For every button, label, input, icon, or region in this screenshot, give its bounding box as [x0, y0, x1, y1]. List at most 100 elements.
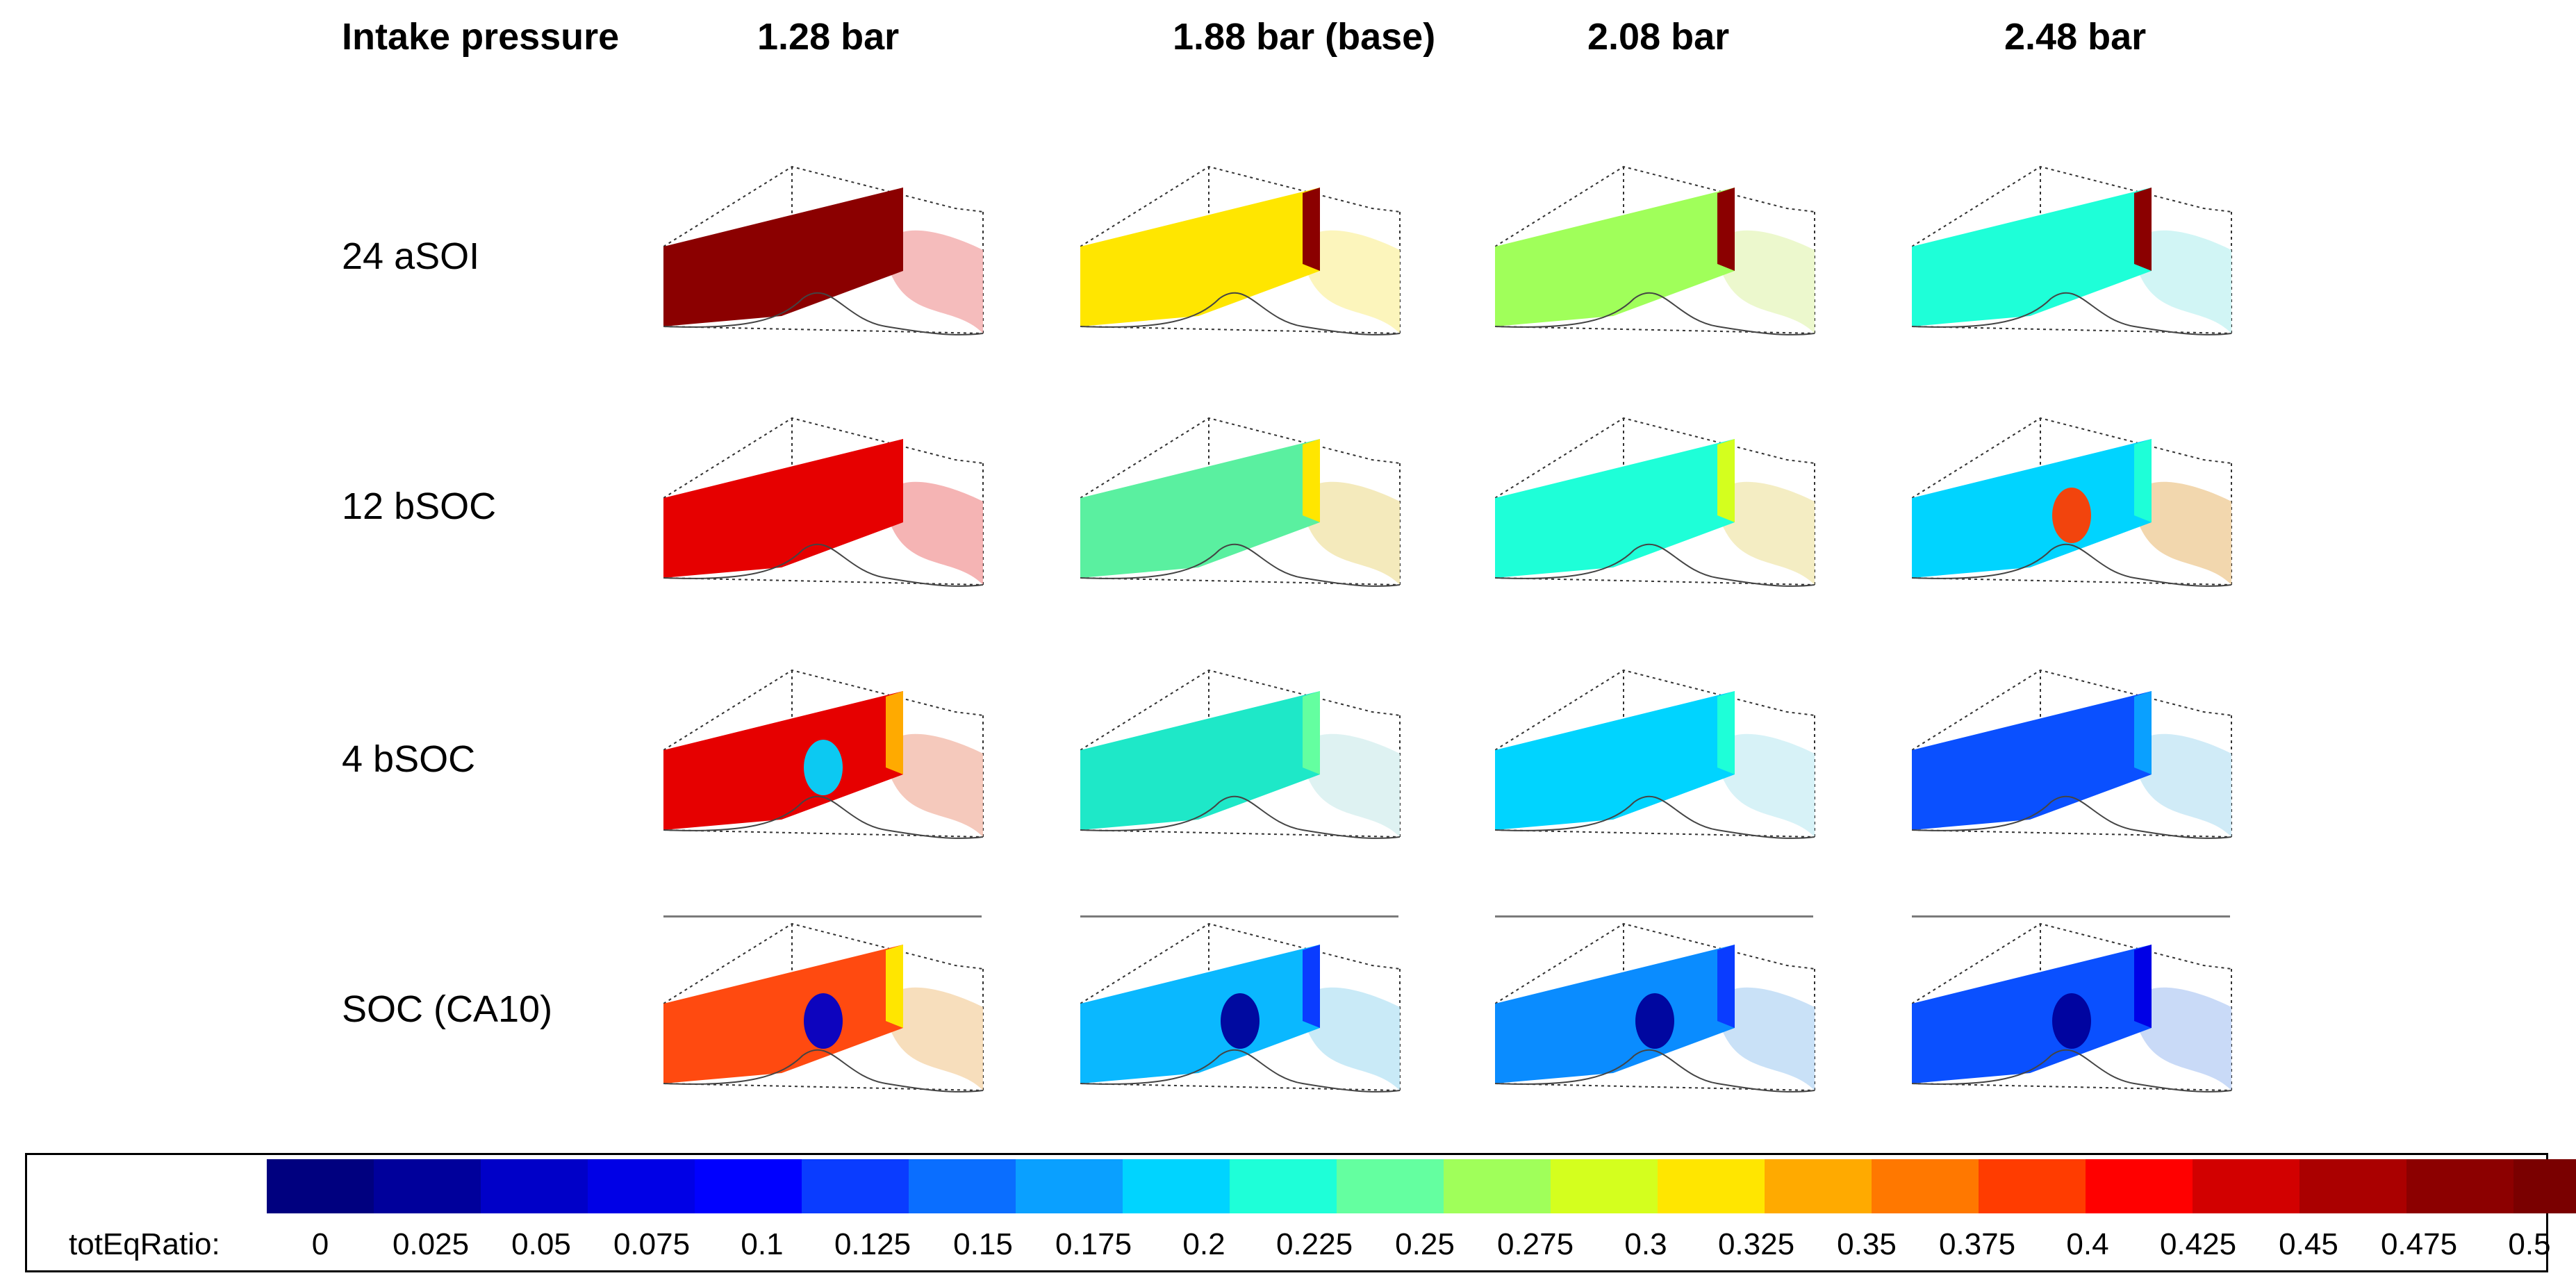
colorbar-swatch	[2300, 1159, 2406, 1213]
equivalence-ratio-slab	[1912, 439, 2152, 578]
column-header-1.28-bar: 1.28 bar	[757, 16, 900, 58]
row-axis-title: Intake pressure	[342, 16, 620, 58]
equivalence-ratio-slab	[663, 945, 903, 1083]
colorbar-swatch	[1337, 1159, 1444, 1213]
colorbar	[267, 1159, 2576, 1213]
injector-edge-region	[1717, 188, 1735, 271]
separator-line	[1912, 915, 2230, 917]
colorbar-tick-label: 0.2	[1182, 1227, 1225, 1261]
injector-edge-region	[1717, 439, 1735, 522]
contour-cell	[663, 417, 984, 587]
colorbar-swatch	[1551, 1159, 1658, 1213]
contour-cell	[1080, 669, 1401, 839]
colorbar-tick-label: 0.3	[1624, 1227, 1667, 1261]
colorbar-swatch	[909, 1159, 1016, 1213]
separator-line	[1080, 915, 1398, 917]
equivalence-ratio-slab	[1495, 945, 1735, 1083]
colorbar-swatch	[374, 1159, 481, 1213]
colorbar-swatch	[1658, 1159, 1765, 1213]
equivalence-ratio-slab	[1912, 188, 2152, 326]
column-header-2.48-bar: 2.48 bar	[2004, 16, 2147, 58]
row-label-12-bsoc: 12 bSOC	[342, 485, 497, 527]
equivalence-ratio-slab	[663, 439, 903, 578]
piston-bowl-profile	[1912, 1049, 2232, 1093]
column-header-2.08-bar: 2.08 bar	[1587, 16, 1730, 58]
piston-bowl-profile	[1912, 292, 2232, 335]
colorbar-swatch	[1230, 1159, 1337, 1213]
contour-cell	[1080, 922, 1401, 1093]
colorbar-tick-label: 0.35	[1837, 1227, 1897, 1261]
piston-bowl-profile	[1495, 795, 1815, 839]
equivalence-ratio-slab	[1080, 188, 1320, 326]
colorbar-tick-label: 0	[311, 1227, 329, 1261]
contour-cell	[1080, 417, 1401, 587]
piston-bowl-profile	[1495, 543, 1815, 587]
piston-bowl-profile	[1495, 1049, 1815, 1093]
colorbar-tick-label: 0.025	[392, 1227, 470, 1261]
colorbar-variable-name: totEqRatio:	[69, 1227, 220, 1261]
contour-cell	[1912, 669, 2232, 839]
equivalence-ratio-slab	[1080, 691, 1320, 830]
colorbar-swatch	[2086, 1159, 2193, 1213]
contour-cell	[1495, 417, 1815, 587]
piston-bowl-profile	[1080, 543, 1401, 587]
colorbar-swatch	[1123, 1159, 1230, 1213]
ignition-kernel	[2052, 488, 2091, 543]
injector-edge-region	[2134, 691, 2152, 774]
colorbar-swatch	[481, 1159, 588, 1213]
colorbar-swatch	[802, 1159, 909, 1213]
colorbar-tick-label: 0.125	[834, 1227, 911, 1261]
colorbar-legend: totEqRatio: 0 0.025 0.05 0.075 0.1 0.125 0.15 0…	[25, 1153, 2576, 1272]
piston-bowl-profile	[1912, 795, 2232, 839]
colorbar-tick-label: 0.25	[1395, 1227, 1455, 1261]
equivalence-ratio-slab	[1495, 691, 1735, 830]
colorbar-tick-label: 0.1	[741, 1227, 784, 1261]
contour-cell	[1495, 922, 1815, 1093]
colorbar-swatch	[1979, 1159, 2086, 1213]
equivalence-ratio-slab	[1912, 691, 2152, 830]
injector-edge-region	[886, 691, 903, 774]
colorbar-swatch	[588, 1159, 695, 1213]
colorbar-tick-label: 0.15	[953, 1227, 1013, 1261]
injector-edge-region	[886, 188, 903, 271]
equivalence-ratio-slab	[1912, 945, 2152, 1083]
row-label-soc-ca10: SOC (CA10)	[342, 988, 553, 1030]
colorbar-swatch	[1872, 1159, 1979, 1213]
colorbar-swatch	[1444, 1159, 1551, 1213]
ignition-kernel	[2052, 993, 2091, 1049]
piston-bowl-profile	[663, 543, 984, 587]
column-header-1.88-bar-base: 1.88 bar (base)	[1173, 16, 1436, 58]
colorbar-tick-label: 0.05	[511, 1227, 571, 1261]
contour-cell	[1495, 669, 1815, 839]
colorbar-swatch	[1016, 1159, 1123, 1213]
piston-bowl-profile	[1080, 292, 1401, 335]
colorbar-swatch	[1765, 1159, 1872, 1213]
piston-bowl-profile	[1495, 292, 1815, 335]
contour-cell	[1912, 922, 2232, 1093]
ignition-kernel	[804, 740, 843, 795]
injector-edge-region	[1717, 691, 1735, 774]
colorbar-tick-label: 0.325	[1717, 1227, 1795, 1261]
injector-edge-region	[1303, 439, 1320, 522]
separator-line	[663, 915, 982, 917]
colorbar-tick-label: 0.475	[2380, 1227, 2458, 1261]
equivalence-ratio-slab	[1080, 439, 1320, 578]
colorbar-swatch	[695, 1159, 802, 1213]
piston-bowl-profile	[1080, 795, 1401, 839]
injector-edge-region	[886, 945, 903, 1028]
colorbar-tick-label: 0.4	[2066, 1227, 2109, 1261]
equivalence-ratio-slab	[1080, 945, 1320, 1083]
piston-bowl-profile	[1080, 1049, 1401, 1093]
injector-edge-region	[1303, 188, 1320, 271]
colorbar-tick-label: 0.5	[2508, 1227, 2551, 1261]
injector-edge-region	[1303, 691, 1320, 774]
equivalence-ratio-slab	[663, 691, 903, 830]
injector-edge-region	[1303, 945, 1320, 1028]
colorbar-swatch	[267, 1159, 374, 1213]
colorbar-tick-label: 0.45	[2279, 1227, 2338, 1261]
row-label-4-bsoc: 4 bSOC	[342, 738, 476, 780]
colorbar-tick-label: 0.275	[1496, 1227, 1574, 1261]
injector-edge-region	[2134, 188, 2152, 271]
ignition-kernel	[1221, 993, 1260, 1049]
piston-bowl-profile	[663, 292, 984, 335]
